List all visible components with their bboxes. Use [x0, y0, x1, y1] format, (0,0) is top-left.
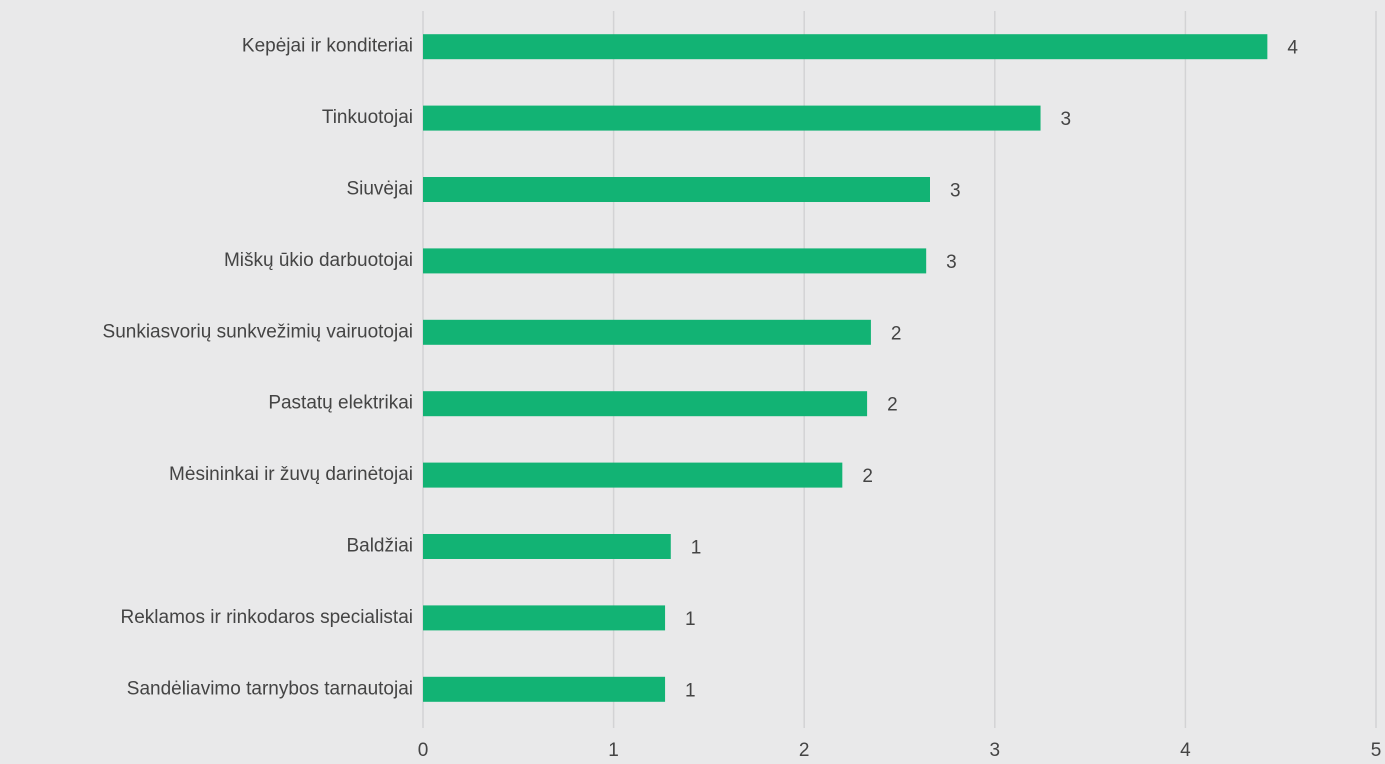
bar: [423, 391, 868, 417]
y-tick-label: Tinkuotojai: [322, 107, 413, 128]
y-tick-label: Kepėjai ir konditeriai: [242, 36, 413, 57]
data-label: 1: [685, 609, 696, 630]
y-tick-label: Reklamos ir rinkodaros specialistai: [121, 607, 414, 628]
data-label: 1: [691, 538, 702, 559]
data-label: 2: [862, 466, 873, 487]
data-label: 3: [946, 252, 957, 273]
x-tick-label: 1: [608, 740, 619, 761]
bar: [423, 319, 871, 345]
bar: [423, 605, 666, 631]
x-tick-label: 2: [799, 740, 810, 761]
y-tick-label: Miškų ūkio darbuotojai: [224, 250, 413, 271]
data-label: 3: [950, 181, 961, 202]
bar: [423, 177, 930, 202]
x-tick-label: 0: [418, 740, 429, 761]
bar: [423, 34, 1268, 60]
data-label: 4: [1287, 38, 1298, 59]
data-label: 2: [891, 323, 902, 344]
y-tick-label: Sandėliavimo tarnybos tarnautojai: [127, 678, 413, 699]
data-label: 2: [887, 395, 898, 416]
bar: [423, 462, 843, 488]
bar: [423, 248, 927, 274]
y-tick-label: Mėsininkai ir žuvų darinėtojai: [169, 464, 413, 485]
x-tick-label: 5: [1371, 740, 1382, 761]
y-tick-label: Sunkiasvorių sunkvežimių vairuotojai: [103, 321, 413, 342]
bar: [423, 105, 1041, 131]
data-label: 1: [685, 680, 696, 701]
x-tick-label: 4: [1180, 740, 1191, 761]
bar: [423, 676, 666, 702]
bar: [423, 534, 671, 559]
y-tick-label: Baldžiai: [346, 536, 413, 557]
data-label: 3: [1061, 109, 1072, 130]
x-tick-label: 3: [990, 740, 1001, 761]
y-tick-label: Siuvėjai: [346, 179, 413, 200]
y-tick-label: Pastatų elektrikai: [268, 393, 413, 414]
